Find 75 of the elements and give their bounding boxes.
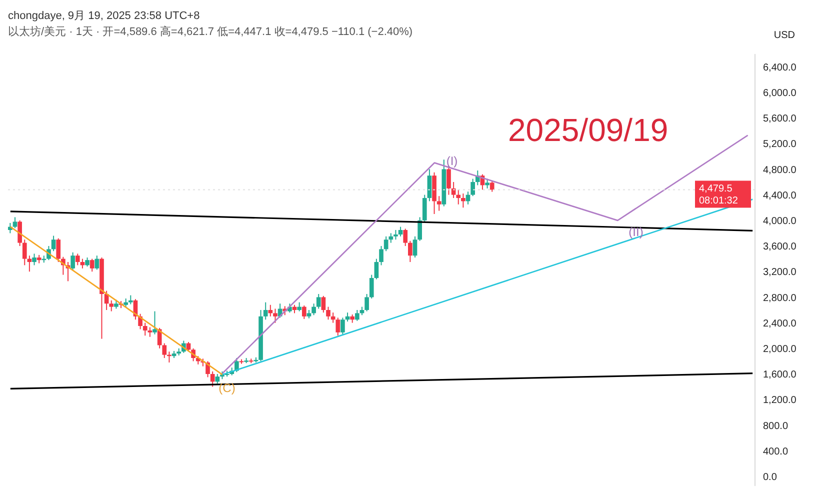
candlestick (210, 370, 215, 388)
y-tick-label: 2,000.0 (763, 344, 797, 355)
candlestick (312, 303, 316, 316)
candlestick (461, 193, 466, 208)
candlestick (374, 258, 379, 280)
candlestick (470, 178, 475, 197)
annotation: 08:01:32 (699, 196, 738, 207)
candlestick (94, 255, 100, 270)
y-tick-label: 2,800.0 (763, 292, 797, 304)
ref-line-label: 4,479.5 (699, 184, 733, 195)
candlestick (456, 189, 461, 205)
candlestick (51, 235, 56, 252)
candlestick (70, 252, 75, 271)
candlestick (384, 236, 388, 252)
candlestick (142, 322, 148, 336)
y-tick-label: 6,400.0 (763, 62, 797, 74)
y-tick-label: 0.0 (763, 472, 778, 483)
candlestick (485, 178, 490, 189)
candlestick (109, 300, 114, 312)
chart-subtitle: 以太坊/美元 · 1天 · 开=4,589.6 高=4,621.7 低=4,447.1 收=4,479.5 −110.1 (−2.40%) (8, 26, 413, 38)
y-tick-label: 1,600.0 (763, 370, 797, 381)
candlestick (302, 305, 306, 320)
candlestick (408, 240, 412, 262)
candlestick (162, 342, 167, 358)
candlestick (436, 196, 442, 212)
y-tick-label: 4,800.0 (763, 164, 797, 176)
candlestick (412, 236, 418, 258)
y-tick-label: 5,200.0 (763, 139, 797, 150)
candlestick (427, 168, 432, 202)
candlestick (336, 317, 340, 336)
y-tick-label: 5,600.0 (763, 114, 797, 125)
y-tick-label: 4,400.0 (763, 190, 797, 202)
candlestick (18, 220, 22, 246)
candlestick (418, 216, 422, 242)
candlestick (369, 274, 374, 299)
candlestick (422, 194, 427, 222)
candlestick (273, 308, 278, 324)
annotation: (II) (628, 225, 644, 239)
y-tick-label: 1,200.0 (763, 395, 797, 406)
candlestick (263, 302, 268, 320)
y-tick-label: 2,400.0 (763, 318, 797, 330)
candlestick (12, 216, 18, 229)
y-tick-label: 400.0 (763, 446, 788, 458)
candlestick (268, 304, 273, 317)
y-tick-label: 4,000.0 (763, 216, 797, 227)
candlestick (398, 226, 403, 237)
candlestick (148, 326, 152, 338)
candlestick (403, 228, 408, 246)
candlestick (394, 230, 398, 240)
annotation: 2025/09/19 (508, 112, 668, 149)
annotation: (C) (218, 381, 236, 395)
annotation: (I) (446, 154, 458, 168)
y-tick-label: 6,000.0 (763, 88, 797, 99)
candlestick (316, 294, 321, 310)
candlestick (364, 294, 369, 312)
candlestick (446, 166, 451, 196)
candlestick (340, 317, 345, 335)
y-tick-label: 3,600.0 (763, 242, 797, 253)
candlestick (321, 295, 326, 314)
candlestick (326, 306, 330, 320)
candlestick (215, 374, 220, 384)
candlestick (388, 232, 394, 244)
candlestick (490, 180, 494, 192)
candlestick (32, 253, 36, 266)
candlestick (152, 310, 157, 335)
candlestick (354, 310, 360, 322)
y-axis-title: USD (774, 30, 795, 41)
y-tick-label: 800.0 (763, 420, 788, 432)
candlestick (379, 246, 384, 266)
candlestick (90, 258, 94, 272)
chart-title: chongdaye, 9月 19, 2025 23:58 UTC+8 (8, 9, 201, 24)
y-tick-label: 3,200.0 (763, 267, 797, 278)
candlestick (56, 238, 61, 262)
candlestick (75, 253, 80, 266)
candlestick (22, 239, 27, 266)
